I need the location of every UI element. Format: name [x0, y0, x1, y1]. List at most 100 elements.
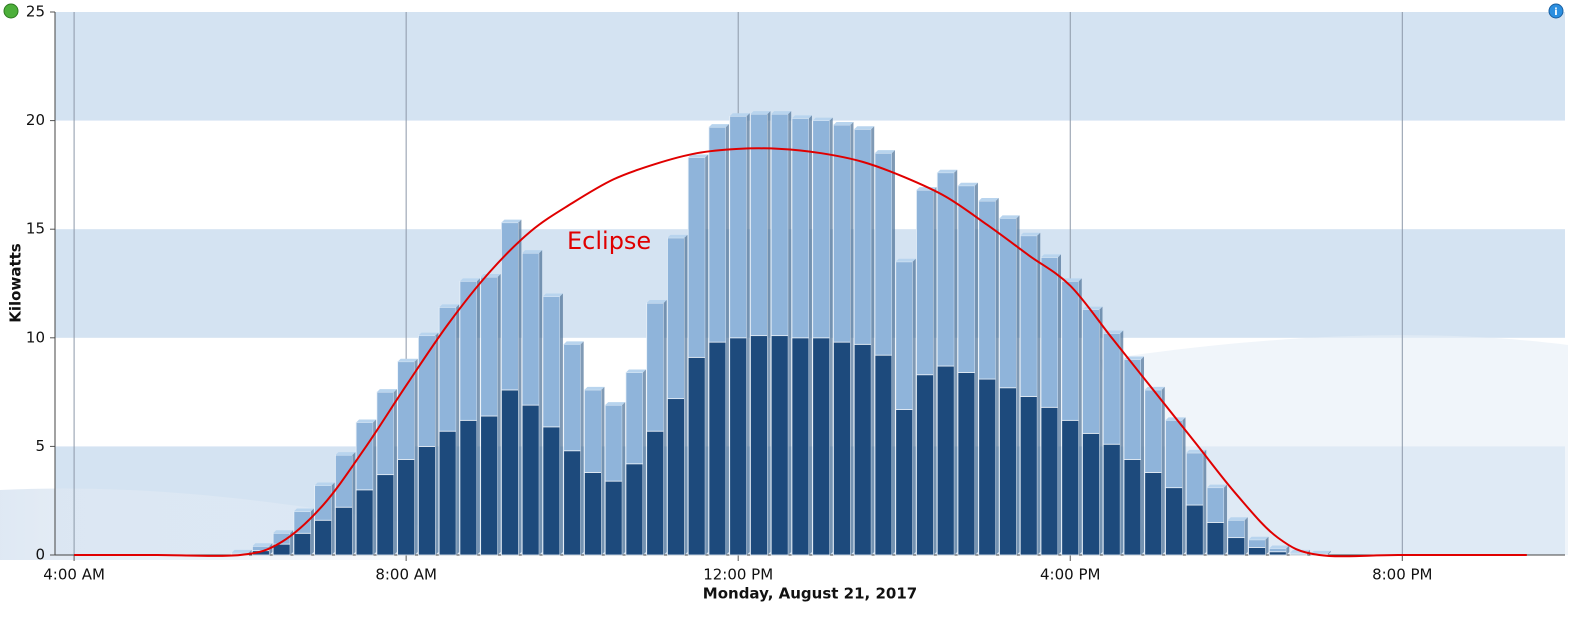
- bar-segment: [916, 374, 934, 556]
- bar-side: [1182, 417, 1186, 555]
- bar-cap: [667, 234, 688, 238]
- bar-side: [912, 258, 916, 555]
- bar-cap: [293, 508, 314, 512]
- bar-segment: [293, 532, 312, 556]
- bar-cap: [459, 278, 480, 282]
- bar-side: [310, 508, 314, 555]
- bar-segment: [978, 200, 997, 380]
- bar-cap: [584, 386, 605, 390]
- bar-cap: [1082, 306, 1103, 310]
- bar-segment: [376, 474, 395, 556]
- x-tick-label: 12:00 PM: [703, 566, 773, 584]
- bar-side: [1016, 215, 1020, 555]
- bar-segment: [999, 387, 1017, 556]
- bar-segment: [584, 389, 602, 473]
- bar-segment: [750, 335, 768, 556]
- bar-segment: [895, 409, 914, 556]
- bar-side: [559, 293, 563, 555]
- bar-cap: [314, 482, 335, 486]
- bar-cap: [1248, 536, 1269, 540]
- info-icon-glyph[interactable]: i: [1554, 7, 1557, 18]
- bar-side: [1203, 449, 1207, 555]
- bar-segment: [1061, 280, 1080, 421]
- bar-segment: [625, 372, 644, 465]
- bar-side: [1286, 545, 1290, 555]
- bar-side: [1327, 550, 1331, 555]
- bar-segment: [853, 343, 872, 556]
- bar-segment: [936, 365, 955, 556]
- bar-segment: [1165, 487, 1183, 556]
- bar-side: [871, 126, 875, 555]
- bar-segment: [1185, 504, 1204, 556]
- bar-cap: [563, 341, 584, 345]
- bar-segment: [895, 261, 914, 410]
- bar-segment: [687, 356, 706, 556]
- bar-segment: [1268, 551, 1287, 556]
- bar-side: [456, 304, 460, 555]
- annotation: Eclipse: [567, 227, 651, 255]
- bar-segment: [874, 152, 893, 356]
- status-icon[interactable]: [3, 3, 19, 19]
- y-axis-title: Kilowatts: [7, 243, 25, 323]
- bar-side: [497, 273, 501, 555]
- bar-segment: [501, 222, 519, 391]
- bar-cap: [356, 419, 377, 423]
- bar-side: [373, 419, 377, 555]
- bar-segment: [417, 335, 436, 447]
- bar-side: [331, 482, 335, 555]
- bar-segment: [542, 296, 561, 428]
- bar-cap: [708, 124, 729, 128]
- x-axis-title: Monday, August 21, 2017: [703, 585, 917, 603]
- bar-side: [580, 341, 584, 555]
- bar-side: [705, 154, 709, 556]
- bar-segment: [1248, 546, 1266, 556]
- bar-segment: [397, 459, 416, 556]
- bar-cap: [252, 543, 273, 547]
- background-band: [55, 12, 1565, 121]
- y-tick-label: 15: [26, 220, 45, 238]
- bar-segment: [438, 430, 457, 556]
- bar-cap: [771, 111, 792, 115]
- bar-cap: [957, 182, 978, 186]
- info-icon[interactable]: [1548, 3, 1564, 19]
- bar-segment: [916, 189, 934, 376]
- bar-cap: [542, 293, 563, 297]
- bar-side: [1224, 484, 1228, 555]
- y-tick-label: 5: [35, 437, 45, 455]
- bar-cap: [978, 197, 999, 201]
- bar-cap: [273, 530, 294, 534]
- bar-segment: [1144, 472, 1163, 556]
- bar-cap: [999, 215, 1020, 219]
- bar-side: [954, 169, 958, 555]
- bar-segment: [480, 276, 499, 417]
- bar-segment: [1165, 419, 1183, 489]
- bar-segment: [874, 354, 893, 556]
- bar-segment: [521, 252, 540, 406]
- bar-cap: [874, 150, 895, 154]
- bar-side: [393, 389, 397, 555]
- bar-segment: [1227, 537, 1246, 556]
- bar-segment: [334, 506, 353, 556]
- bar-segment: [1268, 548, 1287, 553]
- bar-segment: [667, 398, 685, 556]
- bar-cap: [646, 300, 667, 304]
- bar-cap: [895, 258, 916, 262]
- bar-segment: [1227, 519, 1246, 539]
- bar-segment: [604, 480, 623, 556]
- bar-segment: [770, 113, 789, 337]
- bar-segment: [334, 454, 353, 508]
- bar-cap: [418, 332, 439, 336]
- bar-side: [1265, 536, 1269, 555]
- bar-cap: [791, 115, 812, 119]
- bar-segment: [584, 472, 602, 556]
- bar-segment: [708, 126, 727, 343]
- bar-segment: [625, 463, 644, 556]
- bar-cap: [625, 369, 646, 373]
- bar-side: [1078, 278, 1082, 555]
- bar-cap: [231, 549, 252, 553]
- y-tick-label: 0: [35, 546, 45, 564]
- bar-side: [725, 124, 729, 555]
- bar-cap: [335, 452, 356, 456]
- y-tick-label: 25: [26, 3, 45, 21]
